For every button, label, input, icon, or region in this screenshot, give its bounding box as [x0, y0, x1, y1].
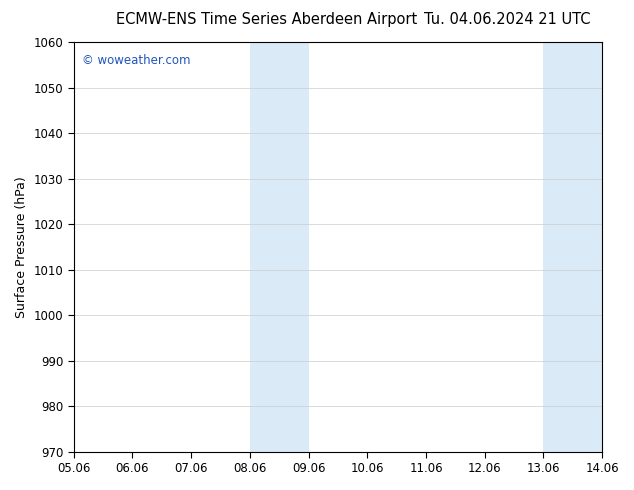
- Text: © woweather.com: © woweather.com: [82, 54, 190, 67]
- Y-axis label: Surface Pressure (hPa): Surface Pressure (hPa): [15, 176, 28, 318]
- Bar: [543, 42, 602, 452]
- Text: ECMW-ENS Time Series Aberdeen Airport: ECMW-ENS Time Series Aberdeen Airport: [115, 12, 417, 27]
- Bar: [250, 42, 309, 452]
- Text: Tu. 04.06.2024 21 UTC: Tu. 04.06.2024 21 UTC: [424, 12, 590, 27]
